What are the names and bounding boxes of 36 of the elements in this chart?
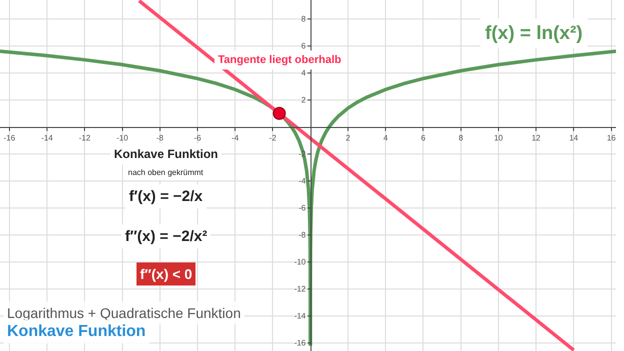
y-tick-label: -6 (298, 204, 306, 213)
y-tick-label: -12 (294, 284, 306, 294)
x-tick-label: -4 (232, 134, 240, 142)
annotation: f′(x) = −2/x (129, 188, 204, 205)
series-label: f(x) = ln(x²) (485, 23, 583, 44)
x-tick-label: -16 (4, 134, 16, 142)
y-tick-label: -16 (294, 338, 306, 348)
x-tick-label: 10 (494, 134, 504, 142)
annotation: Logarithmus + Quadratische Funktion (7, 305, 241, 321)
y-tick-label: -8 (298, 230, 306, 240)
annotation: Konkave Funktion (114, 147, 218, 161)
y-tick-label: -10 (294, 258, 306, 267)
y-tick-label: -4 (298, 176, 306, 186)
x-tick-label: -8 (156, 134, 164, 142)
y-tick-label: 2 (301, 96, 306, 105)
x-tick-label: -6 (194, 134, 202, 142)
annotation: nach oben gekrümmt (128, 168, 204, 177)
x-tick-label: -10 (116, 134, 129, 142)
x-tick-label: 12 (532, 134, 542, 142)
x-tick-label: 6 (420, 134, 426, 142)
x-tick-label: 4 (383, 134, 388, 142)
x-tick-label: -2 (269, 134, 277, 142)
x-tick-label: 16 (606, 134, 616, 142)
annotation: Tangente liegt oberhalb (218, 54, 342, 66)
annotation: f″(x) < 0 (140, 266, 192, 282)
annotation: Konkave Funktion (7, 323, 146, 340)
y-tick-label: 4 (301, 68, 306, 78)
y-tick-label: -14 (294, 312, 306, 321)
y-tick-label: 6 (301, 42, 306, 51)
x-tick-label: -12 (78, 134, 91, 142)
x-tick-label: 14 (569, 134, 579, 142)
x-tick-label: 8 (458, 134, 464, 142)
y-tick-label: 8 (301, 14, 306, 24)
annotation: f″(x) = −2/x² (125, 228, 208, 245)
x-tick-label: -14 (41, 134, 54, 142)
x-tick-label: 2 (346, 134, 351, 142)
